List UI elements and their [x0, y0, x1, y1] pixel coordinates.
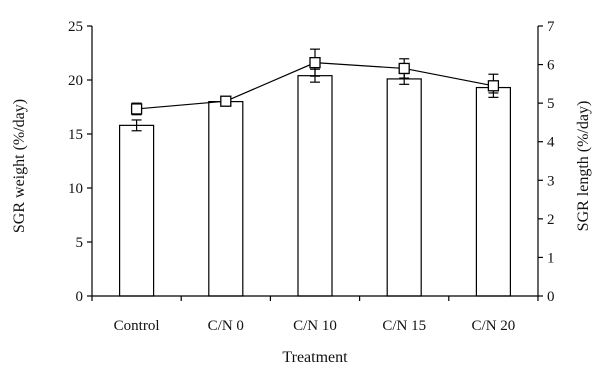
bar-4	[475, 86, 511, 297]
y2-tick-label-1: 1	[547, 250, 555, 266]
x-tick-label-1: C/N 0	[208, 318, 244, 334]
y-tick-label-0: 0	[76, 289, 84, 305]
bar-1	[208, 100, 244, 297]
bar-3	[386, 78, 422, 297]
x-tick-label-4: C/N 20	[472, 318, 516, 334]
y2-tick-label-6: 6	[547, 58, 555, 74]
line-point-2	[309, 56, 321, 69]
line-series	[130, 48, 500, 116]
y-tick-label-2: 10	[68, 181, 83, 197]
bar-series	[118, 75, 511, 297]
y2-axis-title: SGR length (%/day)	[575, 101, 592, 232]
y2-tick-label-2: 2	[547, 212, 555, 228]
y-tick-label-3: 15	[68, 127, 83, 143]
y2-tick-label-0: 0	[547, 289, 555, 305]
y-axis-title: SGR weight (%/day)	[11, 99, 28, 233]
y2-tick-label-3: 3	[547, 173, 555, 189]
y2-tick-label-5: 5	[547, 96, 555, 112]
bar-0	[118, 124, 155, 297]
line-point-1	[220, 95, 232, 107]
y2-tick-label-7: 7	[547, 19, 555, 35]
y2-tick-label-4: 4	[547, 135, 555, 151]
bar-2	[297, 75, 333, 297]
x-tick-label-2: C/N 10	[293, 318, 337, 334]
y-tick-label-1: 5	[76, 235, 84, 251]
line-point-4	[487, 80, 500, 92]
y-tick-label-5: 25	[68, 19, 83, 35]
x-tick-label-0: Control	[114, 318, 160, 334]
axes	[87, 25, 543, 301]
axis-labels: 0 5 10 15 20 25 0 1 2 3 4 5 6 7 Control C/N 0 C/N 10 C/N …	[68, 19, 555, 334]
line-point-3	[398, 62, 410, 75]
line-point-0	[130, 103, 143, 115]
x-axis-title: Treatment	[282, 349, 348, 366]
x-tick-label-3: C/N 15	[382, 318, 426, 334]
y-tick-label-4: 20	[68, 73, 83, 89]
